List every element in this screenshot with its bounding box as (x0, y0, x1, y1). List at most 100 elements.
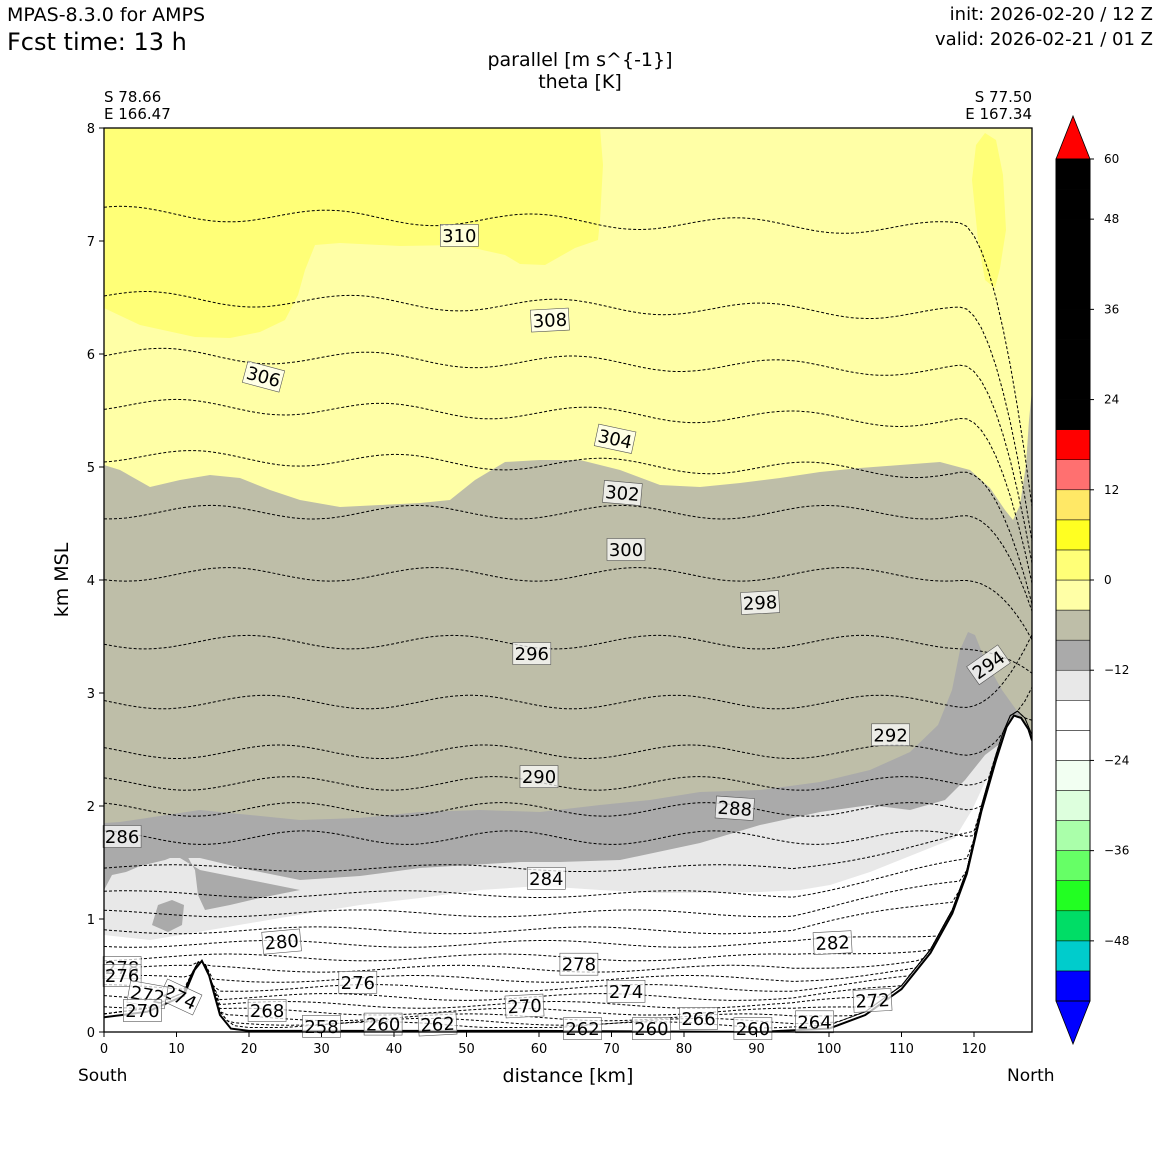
theta-label-box (123, 999, 162, 1022)
theta-label: 292 (871, 723, 910, 746)
theta-label: 302 (602, 480, 643, 506)
theta-label: 262 (417, 1011, 458, 1036)
colorbar-segment (1055, 188, 1091, 220)
colorbar-segment (1055, 519, 1091, 551)
theta-label-box (519, 765, 559, 788)
theta-label: 278 (559, 952, 599, 976)
colorbar-segment (1055, 639, 1091, 671)
theta-label-box (679, 1007, 718, 1030)
theta-label-box (559, 952, 599, 976)
colorbar-segment (1055, 579, 1091, 611)
colorbar-segment (1055, 910, 1091, 942)
theta-label-text: 300 (609, 540, 643, 561)
theta-label: 266 (679, 1007, 718, 1030)
y-axis-ticks: 0 1 2 3 4 5 6 7 8 (87, 122, 104, 1041)
colorbar-segment (1055, 820, 1091, 851)
theta-label-text: 296 (515, 644, 549, 665)
y-tick-label: 3 (87, 687, 95, 702)
theta-label-text: 280 (264, 931, 300, 955)
colorbar-tick-label: −24 (1104, 753, 1129, 767)
theta-label-box (363, 1012, 403, 1036)
colorbar-segment (1055, 700, 1091, 731)
colorbar-segment (1055, 279, 1091, 310)
theta-label-box (714, 795, 755, 821)
colorbar-tick-label: 24 (1104, 393, 1119, 407)
x-tick-label: 0 (100, 1042, 108, 1057)
colorbar-segment (1055, 549, 1091, 581)
theta-contour-line-low (104, 737, 1032, 898)
shade-band-16-20-blob (152, 900, 184, 932)
shade-band-32-40-right (972, 133, 1006, 288)
colorbar-segment (1055, 730, 1091, 761)
colorbar-segment (1055, 970, 1091, 1002)
theta-label-text: 260 (634, 1019, 668, 1040)
y-tick-label: 6 (87, 348, 95, 363)
theta-contour-line (104, 504, 1032, 612)
y-tick-label: 4 (87, 574, 95, 589)
theta-label-box (602, 480, 643, 506)
colorbar-tick-label: 60 (1104, 152, 1119, 166)
colorbar-segment (1055, 369, 1091, 400)
x-axis-label: distance [km] (502, 1065, 634, 1087)
theta-label-text: 272 (855, 990, 890, 1013)
colorbar-segment (1055, 429, 1091, 460)
theta-label: 306 (241, 360, 286, 393)
theta-label-text: 286 (105, 827, 139, 848)
theta-label-box (795, 1010, 834, 1034)
theta-contour-line (104, 634, 1032, 674)
theta-label: 262 (563, 1017, 602, 1040)
theta-label-box (733, 1017, 773, 1040)
theta-label-text: 270 (507, 996, 542, 1019)
colorbar-segment (1055, 850, 1091, 881)
theta-label: 270 (123, 999, 162, 1022)
colorbar-segment (1055, 339, 1091, 370)
colorbar-tick-label: 36 (1104, 302, 1119, 316)
colorbar-extend-min (1055, 1000, 1091, 1046)
theta-label: 268 (247, 999, 287, 1022)
y-axis-label: km MSL (51, 542, 73, 618)
theta-label-box (606, 979, 646, 1003)
right-endpoint-lat: S 77.50 (974, 88, 1032, 106)
theta-label-text: 290 (522, 767, 556, 788)
x-tick-label: 120 (962, 1042, 987, 1057)
y-tick-label: 0 (87, 1026, 95, 1041)
theta-label-text: 292 (873, 725, 907, 746)
theta-label-box (338, 970, 378, 994)
theta-contour-line-low (104, 737, 1032, 983)
y-tick-label: 7 (87, 235, 95, 250)
theta-label: 260 (632, 1017, 671, 1040)
x-tick-label: 50 (458, 1042, 475, 1057)
theta-label: 310 (439, 224, 479, 247)
valid-time: valid: 2026-02-21 / 01 Z (935, 29, 1153, 50)
theta-contour-line (104, 710, 1032, 791)
y-tick-label: 2 (87, 800, 95, 815)
colorbar-segment (1055, 248, 1091, 280)
theta-label-box (740, 590, 780, 615)
x-tick-label: 70 (603, 1042, 620, 1057)
forecast-time: Fcst time: 13 h (7, 28, 187, 56)
x-tick-label: 100 (817, 1042, 842, 1057)
theta-contour-line-low (104, 737, 1032, 935)
colorbar-segment (1055, 309, 1091, 340)
init-time: init: 2026-02-20 / 12 Z (949, 4, 1153, 25)
theta-label: 280 (261, 928, 302, 955)
colorbar-tick-label: −48 (1104, 934, 1129, 948)
theta-label-box (439, 224, 479, 247)
right-endpoint-lon: E 167.34 (965, 105, 1032, 123)
y-tick-label: 1 (87, 913, 95, 928)
theta-label-box (247, 999, 287, 1022)
theta-contour-line (104, 567, 1032, 641)
model-title: MPAS-8.3.0 for AMPS (7, 4, 206, 26)
colorbar-tick-label: 48 (1104, 212, 1119, 226)
theta-label: 298 (740, 590, 780, 615)
shade-band-16-20-pocket (104, 845, 300, 910)
colorbar-tick-label: 12 (1104, 483, 1119, 497)
north-end-label: North (1007, 1066, 1055, 1086)
x-tick-label: 30 (313, 1042, 330, 1057)
colorbar-tick-label: −12 (1104, 663, 1129, 677)
theta-label-box (852, 988, 893, 1013)
theta-label: 260 (363, 1012, 403, 1036)
theta-label-box (102, 825, 142, 848)
theta-contour-line (104, 398, 1032, 584)
